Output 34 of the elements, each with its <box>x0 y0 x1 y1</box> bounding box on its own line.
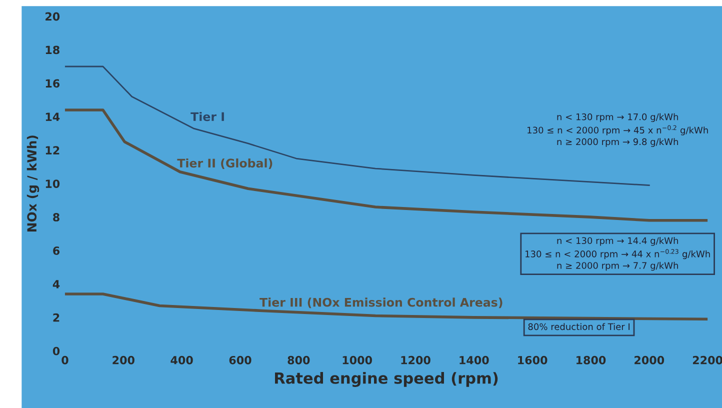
y-tick-label: 12 <box>46 146 60 154</box>
annotation: n < 130 rpm → 14.4 g/kWh 130 ≤ n < 2000 rpm → 44 x n$^{−0.23}$ g/kWh n ≥ 2000 rpm → 7.7 g/kWh <box>526 237 710 271</box>
x-tick-label: 2200 <box>692 356 722 364</box>
y-tick-label: 16 <box>46 79 60 88</box>
y-tick-label: 4 <box>52 280 60 288</box>
y-tick-label: 0 <box>52 346 60 356</box>
x-tick-label: 2000 <box>634 356 664 364</box>
x-tick-label: 1200 <box>401 356 430 364</box>
y-tick-label: 18 <box>46 46 60 54</box>
x-tick-label: 400 <box>170 356 193 364</box>
annotation: 80% reduction of Tier I <box>528 323 630 330</box>
y-tick-label: 10 <box>46 180 60 188</box>
line-series <box>64 292 708 320</box>
x-tick-label: 1600 <box>518 356 548 364</box>
annotation: n < 130 rpm → 17.0 g/kWh 130 ≤ n < 2000 rpm → 45 x n$^{−0.2}$ g/kWh n ≥ 2000 rpm → 9.8 g/kWh <box>528 113 708 147</box>
series-label: Tier I <box>190 112 224 122</box>
y-axis-title: NOx (g / kWh) <box>26 136 40 232</box>
x-tick-label: 200 <box>112 356 134 364</box>
y-tick-label: 8 <box>53 213 60 222</box>
y-tick-label: 20 <box>46 12 60 21</box>
series-label: Tier II (Global) <box>177 158 272 169</box>
y-tick-label: 14 <box>46 112 60 121</box>
x-tick-label: 1000 <box>342 356 372 364</box>
y-tick-label: 6 <box>53 246 60 255</box>
x-axis-title: Rated engine speed (rpm) <box>275 372 498 387</box>
x-tick-label: 1800 <box>576 356 606 364</box>
x-tick-label: 800 <box>288 356 310 364</box>
x-tick-label: 0 <box>62 356 68 364</box>
line-series <box>64 66 650 186</box>
line-series <box>64 108 708 222</box>
series-label: Tier III (NOx Emission Control Areas) <box>260 298 502 308</box>
x-tick-label: 1400 <box>460 356 489 364</box>
x-tick-label: 600 <box>229 356 252 364</box>
y-tick-label: 2 <box>53 313 60 322</box>
